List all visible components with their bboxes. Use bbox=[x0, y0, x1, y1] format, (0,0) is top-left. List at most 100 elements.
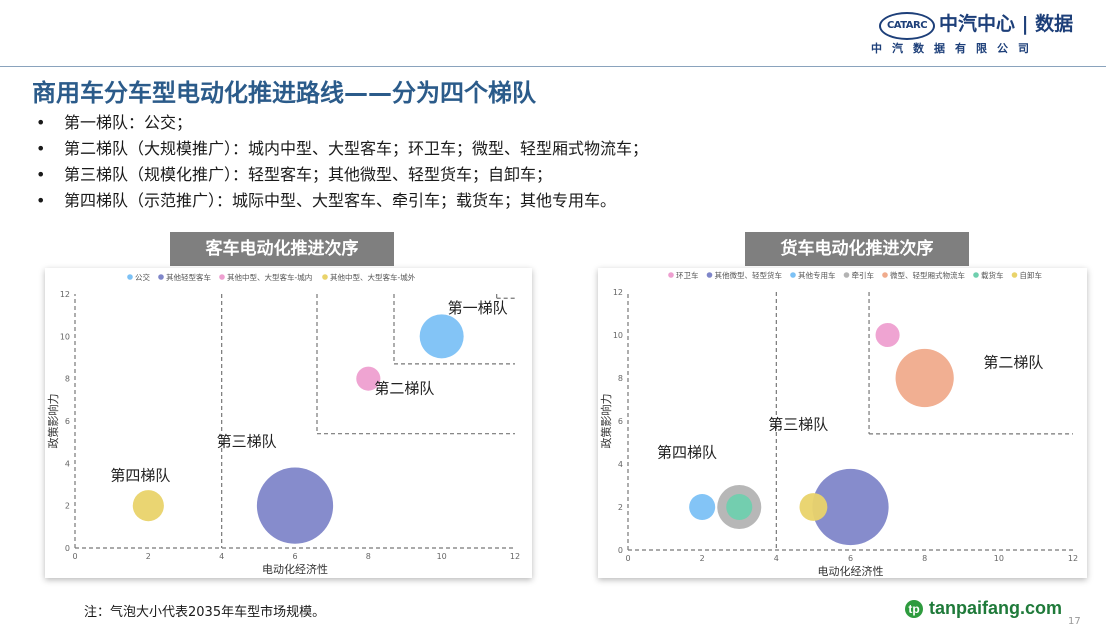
bus-chart-title: 客车电动化推进次序 bbox=[170, 232, 394, 266]
watermark-text: tanpaifang.com bbox=[929, 598, 1063, 618]
y-tick-label: 0 bbox=[65, 544, 70, 553]
bullet-item: • 第二梯队（大规模推广）：城内中型、大型客车；环卫车；微型、轻型厢式物流车； bbox=[36, 136, 648, 162]
y-axis-title: 政策影响力 bbox=[46, 394, 60, 449]
legend-swatch bbox=[706, 272, 713, 278]
legend-label: 其他轻型客车 bbox=[166, 272, 211, 282]
tier-label: 第二梯队 bbox=[983, 353, 1043, 371]
x-tick-label: 2 bbox=[700, 554, 705, 563]
x-tick-label: 2 bbox=[146, 552, 151, 561]
catarc-logo-mark: CATARC bbox=[879, 12, 935, 40]
y-axis-title: 政策影响力 bbox=[599, 394, 613, 449]
legend-label: 其他微型、轻型货车 bbox=[715, 270, 783, 280]
x-tick-label: 0 bbox=[72, 552, 77, 561]
bullet-item: • 第三梯队（规模化推广）：轻型客车；其他微型、轻型货车；自卸车； bbox=[36, 162, 648, 188]
y-tick-label: 10 bbox=[60, 332, 70, 341]
bubble-point bbox=[875, 322, 900, 348]
legend-swatch bbox=[843, 272, 850, 278]
y-tick-label: 2 bbox=[65, 502, 70, 511]
x-tick-label: 0 bbox=[625, 554, 630, 563]
bullet-text: 第一梯队：公交； bbox=[64, 113, 193, 132]
x-tick-label: 6 bbox=[292, 552, 297, 561]
slide-title: 商用车分车型电动化推进路线——分为四个梯队 bbox=[32, 79, 536, 107]
bubble-point bbox=[726, 493, 753, 521]
tier-label: 第三梯队 bbox=[768, 416, 828, 434]
legend-swatch bbox=[322, 274, 328, 280]
legend-label: 载货车 bbox=[981, 270, 1004, 280]
y-tick-label: 6 bbox=[65, 417, 70, 426]
bubble-point bbox=[132, 490, 164, 522]
legend-label: 其他中型、大型客车-城外 bbox=[330, 272, 416, 282]
tier-label: 第四梯队 bbox=[110, 466, 170, 484]
y-tick-label: 2 bbox=[618, 503, 623, 512]
bubble-point bbox=[356, 366, 381, 391]
y-tick-label: 6 bbox=[618, 417, 623, 426]
bullet-marker: • bbox=[36, 113, 46, 132]
y-tick-label: 10 bbox=[613, 331, 623, 340]
truck-chart-title: 货车电动化推进次序 bbox=[745, 232, 969, 266]
bullet-marker: • bbox=[36, 165, 46, 184]
bullet-text: 第三梯队（规模化推广）：轻型客车；其他微型、轻型货车；自卸车； bbox=[64, 165, 553, 184]
legend-swatch bbox=[219, 274, 225, 280]
y-tick-label: 8 bbox=[618, 374, 623, 383]
tier-label: 第四梯队 bbox=[657, 444, 717, 462]
bubble-point bbox=[895, 348, 954, 408]
x-tick-label: 8 bbox=[922, 554, 927, 563]
bullet-marker: • bbox=[36, 191, 46, 210]
company-logo: CATARC 中汽中心 | 数据 中汽数据有限公司 bbox=[871, 6, 1086, 56]
x-tick-label: 10 bbox=[437, 552, 447, 561]
y-tick-label: 4 bbox=[65, 459, 70, 468]
bubble-point bbox=[419, 314, 464, 359]
bullet-list: • 第一梯队：公交； • 第二梯队（大规模推广）：城内中型、大型客车；环卫车；微型、… bbox=[36, 110, 648, 214]
bubble-point bbox=[799, 493, 828, 521]
leaf-icon: tp bbox=[905, 600, 923, 618]
y-tick-label: 0 bbox=[618, 546, 623, 555]
x-tick-label: 6 bbox=[848, 554, 853, 563]
bullet-item: • 第一梯队：公交； bbox=[36, 110, 648, 136]
bullet-marker: • bbox=[36, 139, 46, 158]
legend-swatch bbox=[882, 272, 888, 278]
logo-name: 中汽中心 | 数据 bbox=[939, 13, 1074, 35]
legend-label: 其他专用车 bbox=[798, 270, 836, 280]
tier-label: 第二梯队 bbox=[374, 379, 434, 397]
footnote: 注：气泡大小代表2035年车型市场规模。 bbox=[84, 605, 326, 620]
legend-label: 环卫车 bbox=[676, 270, 699, 280]
bubble-point bbox=[812, 468, 889, 546]
legend-swatch bbox=[668, 272, 674, 278]
logo-subtitle: 中汽数据有限公司 bbox=[871, 42, 1039, 55]
x-axis-title: 电动化经济性 bbox=[262, 562, 328, 576]
legend-label: 牵引车 bbox=[852, 270, 875, 280]
y-tick-label: 12 bbox=[613, 288, 623, 297]
legend-swatch bbox=[1011, 272, 1018, 278]
bullet-text: 第二梯队（大规模推广）：城内中型、大型客车；环卫车；微型、轻型厢式物流车； bbox=[64, 139, 649, 158]
y-tick-label: 12 bbox=[60, 290, 70, 299]
legend-label: 自卸车 bbox=[1020, 270, 1043, 280]
x-tick-label: 4 bbox=[774, 554, 779, 563]
legend-swatch bbox=[973, 272, 979, 278]
watermark: tp tanpaifang.com bbox=[905, 598, 1062, 619]
legend-label: 公交 bbox=[135, 272, 150, 282]
y-tick-label: 8 bbox=[65, 375, 70, 384]
x-tick-label: 12 bbox=[1068, 554, 1078, 563]
legend-swatch bbox=[790, 272, 796, 278]
page-number: 17 bbox=[1068, 616, 1081, 627]
x-axis-title: 电动化经济性 bbox=[818, 564, 884, 578]
x-tick-label: 12 bbox=[510, 552, 520, 561]
bus-chart-panel: 0 2 4 6 8 10 12 0 2 4 6 8 10 12 电动化经济性 政策影响力 公交 其他轻型客车 其他中… bbox=[45, 268, 532, 578]
bus-bubble-chart: 0 2 4 6 8 10 12 0 2 4 6 8 10 12 电动化经济性 政策影响力 公交 其他轻型客车 其他中… bbox=[46, 272, 520, 576]
tier-label: 第一梯队 bbox=[448, 299, 508, 317]
bubble-point bbox=[256, 467, 334, 544]
header-divider bbox=[0, 66, 1106, 67]
legend-label: 微型、轻型厢式物流车 bbox=[890, 270, 965, 280]
tier-label: 第三梯队 bbox=[217, 432, 277, 450]
truck-bubble-chart: 0 2 4 6 8 10 12 0 2 4 6 8 10 12 电动化经济性 政策影响力 环卫车 其他微型、轻型货… bbox=[599, 270, 1078, 578]
legend-swatch bbox=[158, 274, 164, 280]
legend-swatch bbox=[127, 274, 133, 280]
x-tick-label: 4 bbox=[219, 552, 224, 561]
bullet-text: 第四梯队（示范推广）：城际中型、大型客车、牵引车；载货车；其他专用车。 bbox=[64, 191, 617, 210]
x-tick-label: 8 bbox=[366, 552, 371, 561]
truck-chart-panel: 0 2 4 6 8 10 12 0 2 4 6 8 10 12 电动化经济性 政策影响力 环卫车 其他微型、轻型货… bbox=[598, 268, 1087, 578]
y-tick-label: 4 bbox=[618, 460, 623, 469]
x-tick-label: 10 bbox=[994, 554, 1004, 563]
bubble-point bbox=[689, 493, 716, 521]
legend-label: 其他中型、大型客车-城内 bbox=[227, 272, 312, 282]
